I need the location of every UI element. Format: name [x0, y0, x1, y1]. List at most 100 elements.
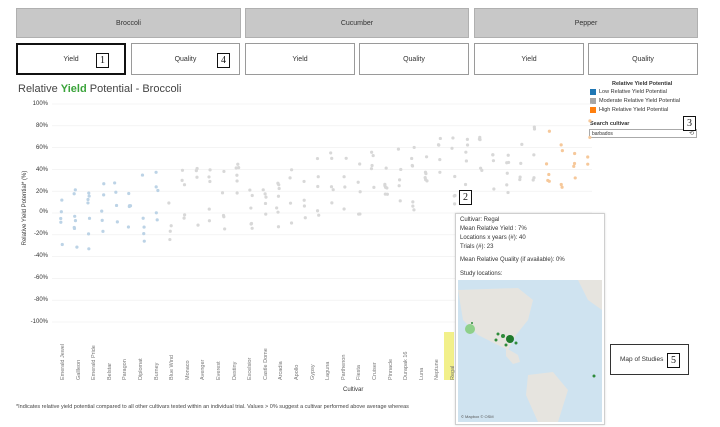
data-point[interactable] — [573, 151, 577, 156]
data-point[interactable] — [142, 232, 146, 236]
search-icon[interactable]: ⟲ — [688, 131, 694, 137]
map-marker[interactable] — [504, 343, 508, 347]
cucumber-yield-button[interactable]: Yield — [245, 43, 355, 75]
data-point[interactable] — [141, 216, 145, 220]
data-point[interactable] — [276, 210, 280, 214]
data-point[interactable] — [383, 185, 388, 189]
data-point[interactable] — [140, 173, 145, 177]
data-point[interactable] — [249, 221, 254, 226]
data-point[interactable] — [195, 175, 199, 179]
data-point[interactable] — [250, 226, 254, 230]
data-point[interactable] — [506, 190, 510, 195]
data-point[interactable] — [248, 188, 252, 192]
data-point[interactable] — [560, 149, 564, 153]
data-point[interactable] — [277, 186, 281, 191]
data-point[interactable] — [370, 150, 374, 154]
data-point[interactable] — [263, 192, 267, 196]
data-point[interactable] — [100, 209, 104, 213]
map-marker[interactable] — [494, 338, 498, 342]
data-point[interactable] — [208, 179, 212, 184]
data-point[interactable] — [249, 206, 253, 210]
study-map[interactable]: © Mapbox © OSM — [458, 280, 602, 422]
data-point[interactable] — [315, 156, 320, 161]
data-point[interactable] — [236, 162, 240, 166]
data-point[interactable] — [370, 163, 374, 168]
data-point[interactable] — [222, 169, 226, 174]
data-point[interactable] — [276, 181, 280, 185]
map-marker[interactable] — [501, 334, 505, 338]
pepper-quality-button[interactable]: Quality — [588, 43, 698, 75]
data-point[interactable] — [207, 207, 211, 211]
data-point[interactable] — [453, 174, 457, 179]
data-point[interactable] — [559, 143, 563, 147]
data-point[interactable] — [207, 175, 211, 179]
data-point[interactable] — [169, 224, 173, 228]
data-point[interactable] — [399, 167, 403, 172]
data-point[interactable] — [127, 191, 131, 196]
data-point[interactable] — [288, 201, 293, 205]
data-point[interactable] — [412, 145, 416, 150]
data-point[interactable] — [142, 239, 146, 243]
data-point[interactable] — [547, 172, 551, 177]
data-point[interactable] — [438, 170, 442, 174]
data-point[interactable] — [411, 204, 415, 208]
data-point[interactable] — [505, 183, 509, 187]
search-input[interactable]: barbados ⟲ — [589, 129, 697, 138]
data-point[interactable] — [463, 182, 468, 187]
legend-item-low[interactable]: Low Relative Yield Potential — [590, 89, 667, 95]
data-point[interactable] — [505, 171, 509, 175]
data-point[interactable] — [59, 216, 63, 221]
data-point[interactable] — [480, 168, 484, 172]
data-point[interactable] — [288, 176, 292, 180]
map-marker[interactable] — [592, 374, 596, 378]
scatter-plot[interactable] — [52, 100, 592, 330]
data-point[interactable] — [316, 175, 320, 179]
data-point[interactable] — [87, 191, 91, 195]
crop-tab-broccoli[interactable]: Broccoli — [16, 8, 241, 38]
data-point[interactable] — [491, 153, 495, 157]
data-point[interactable] — [156, 188, 160, 193]
data-point[interactable] — [220, 191, 225, 195]
data-point[interactable] — [264, 195, 268, 199]
data-point[interactable] — [302, 204, 307, 208]
data-point[interactable] — [586, 162, 590, 166]
data-point[interactable] — [316, 184, 320, 189]
data-point[interactable] — [114, 203, 119, 208]
data-point[interactable] — [451, 136, 455, 140]
data-point[interactable] — [207, 219, 212, 223]
data-point[interactable] — [572, 164, 576, 168]
data-point[interactable] — [223, 227, 227, 231]
legend-item-high[interactable]: High Relative Yield Potential — [590, 107, 668, 113]
data-point[interactable] — [465, 137, 469, 142]
data-point[interactable] — [411, 200, 415, 204]
map-marker[interactable] — [506, 335, 514, 343]
data-point[interactable] — [342, 207, 346, 211]
data-point[interactable] — [410, 164, 415, 168]
data-point[interactable] — [289, 168, 294, 172]
data-point[interactable] — [275, 206, 279, 210]
data-point[interactable] — [424, 172, 428, 176]
data-point[interactable] — [396, 147, 401, 151]
data-point[interactable] — [518, 177, 522, 182]
data-point[interactable] — [477, 137, 482, 141]
data-point[interactable] — [87, 216, 92, 220]
data-point[interactable] — [412, 208, 416, 212]
data-point[interactable] — [87, 194, 91, 198]
data-point[interactable] — [208, 168, 212, 172]
cucumber-quality-button[interactable]: Quality — [359, 43, 469, 75]
data-point[interactable] — [86, 201, 90, 205]
data-point[interactable] — [371, 153, 375, 158]
data-point[interactable] — [261, 188, 265, 192]
data-point[interactable] — [235, 179, 239, 183]
data-point[interactable] — [86, 232, 91, 236]
data-point[interactable] — [369, 167, 374, 171]
data-point[interactable] — [142, 225, 146, 229]
data-point[interactable] — [73, 188, 77, 192]
data-point[interactable] — [250, 193, 254, 198]
data-point[interactable] — [73, 219, 78, 223]
data-point[interactable] — [385, 192, 389, 196]
data-point[interactable] — [60, 242, 64, 247]
data-point[interactable] — [276, 225, 281, 229]
data-point[interactable] — [183, 213, 187, 217]
data-point[interactable] — [588, 119, 592, 123]
